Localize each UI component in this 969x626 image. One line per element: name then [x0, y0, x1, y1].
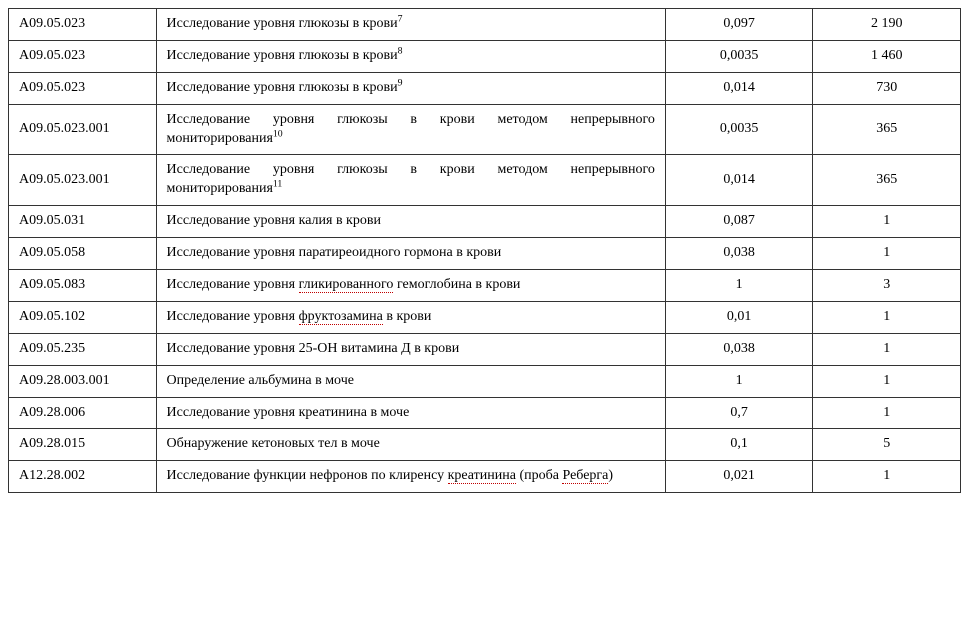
footnote-ref: 8: [398, 45, 403, 56]
table-row: A09.05.102Исследование уровня фруктозами…: [9, 301, 961, 333]
value2-cell: 5: [813, 429, 961, 461]
value2-cell: 1: [813, 333, 961, 365]
code-cell: A09.05.083: [9, 270, 157, 302]
value2-cell: 365: [813, 155, 961, 206]
footnote-ref: 9: [398, 77, 403, 88]
description-text: Исследование уровня: [167, 309, 299, 324]
value2-cell: 1 460: [813, 40, 961, 72]
value1-cell: 0,038: [665, 238, 813, 270]
medical-services-table: A09.05.023Исследование уровня глюкозы в …: [8, 8, 961, 493]
description-text: Исследование уровня паратиреоидного горм…: [167, 245, 502, 260]
table-row: A09.05.031 Исследование уровня калия в кр…: [9, 206, 961, 238]
description-text: Определение альбумина в моче: [167, 373, 354, 388]
value2-cell: 2 190: [813, 9, 961, 41]
value1-cell: 0,0035: [665, 40, 813, 72]
spell-underline: Реберга: [562, 468, 608, 484]
description-text: Исследование уровня глюкозы в крови мето…: [167, 112, 655, 146]
table-row: A09.05.023Исследование уровня глюкозы в …: [9, 72, 961, 104]
description-text: Исследование функции нефронов по клиренс…: [167, 468, 448, 483]
value1-cell: 0,0035: [665, 104, 813, 155]
value1-cell: 0,021: [665, 461, 813, 493]
value2-cell: 1: [813, 397, 961, 429]
code-cell: A09.28.015: [9, 429, 157, 461]
value1-cell: 0,01: [665, 301, 813, 333]
footnote-ref: 10: [273, 128, 283, 139]
table-row: A09.05.023Исследование уровня глюкозы в …: [9, 9, 961, 41]
table-body: A09.05.023Исследование уровня глюкозы в …: [9, 9, 961, 493]
spell-underline: фруктозамина: [299, 309, 383, 325]
description-text: Обнаружение кетоновых тел в моче: [167, 436, 380, 451]
table-row: A09.28.003.001 Определение альбумина в мо…: [9, 365, 961, 397]
value1-cell: 1: [665, 270, 813, 302]
code-cell: A09.28.006: [9, 397, 157, 429]
value1-cell: 1: [665, 365, 813, 397]
value1-cell: 0,7: [665, 397, 813, 429]
description-text: Исследование уровня глюкозы в крови: [167, 48, 398, 63]
code-cell: A09.05.031: [9, 206, 157, 238]
description-cell: Исследование уровня глюкозы в крови9: [156, 72, 665, 104]
code-cell: A09.05.023: [9, 9, 157, 41]
value1-cell: 0,014: [665, 72, 813, 104]
description-cell: Исследование уровня глюкозы в крови мето…: [156, 104, 665, 155]
description-cell: Исследование уровня глюкозы в крови мето…: [156, 155, 665, 206]
code-cell: A09.05.023.001: [9, 155, 157, 206]
table-row: A09.05.058 Исследование уровня паратиреои…: [9, 238, 961, 270]
description-text: гемоглобина в крови: [393, 277, 520, 292]
value1-cell: 0,038: [665, 333, 813, 365]
description-text: ): [608, 468, 613, 483]
description-text: Исследование уровня: [167, 277, 299, 292]
table-row: A12.28.002 Исследование функции нефронов …: [9, 461, 961, 493]
description-text: Исследование уровня 25-ОН витамина Д в к…: [167, 341, 460, 356]
footnote-ref: 7: [398, 13, 403, 24]
code-cell: A12.28.002: [9, 461, 157, 493]
value2-cell: 1: [813, 206, 961, 238]
description-cell: Обнаружение кетоновых тел в моче: [156, 429, 665, 461]
code-cell: A09.05.023: [9, 72, 157, 104]
code-cell: A09.05.235: [9, 333, 157, 365]
description-text: (проба: [516, 468, 563, 483]
description-cell: Определение альбумина в моче: [156, 365, 665, 397]
description-cell: Исследование уровня гликированного гемог…: [156, 270, 665, 302]
code-cell: A09.05.023: [9, 40, 157, 72]
value1-cell: 0,014: [665, 155, 813, 206]
table-row: A09.05.235 Исследование уровня 25-ОН вита…: [9, 333, 961, 365]
spell-underline: креатинина: [448, 468, 516, 484]
value1-cell: 0,097: [665, 9, 813, 41]
code-cell: A09.05.102: [9, 301, 157, 333]
description-cell: Исследование функции нефронов по клиренс…: [156, 461, 665, 493]
table-row: A09.05.023.001 Исследование уровня глюкоз…: [9, 155, 961, 206]
description-cell: Исследование уровня глюкозы в крови7: [156, 9, 665, 41]
value1-cell: 0,087: [665, 206, 813, 238]
description-cell: Исследование уровня паратиреоидного горм…: [156, 238, 665, 270]
value2-cell: 365: [813, 104, 961, 155]
value2-cell: 3: [813, 270, 961, 302]
description-cell: Исследование уровня креатинина в моче: [156, 397, 665, 429]
code-cell: A09.05.058: [9, 238, 157, 270]
description-text: Исследование уровня глюкозы в крови: [167, 80, 398, 95]
footnote-ref: 11: [273, 179, 282, 190]
value2-cell: 730: [813, 72, 961, 104]
description-text: Исследование уровня глюкозы в крови мето…: [167, 162, 655, 196]
description-text: Исследование уровня калия в крови: [167, 213, 381, 228]
value2-cell: 1: [813, 365, 961, 397]
table-row: A09.28.006 Исследование уровня креатинина…: [9, 397, 961, 429]
code-cell: A09.05.023.001: [9, 104, 157, 155]
value2-cell: 1: [813, 461, 961, 493]
description-cell: Исследование уровня 25-ОН витамина Д в к…: [156, 333, 665, 365]
description-cell: Исследование уровня фруктозамина в крови: [156, 301, 665, 333]
code-cell: A09.28.003.001: [9, 365, 157, 397]
description-cell: Исследование уровня глюкозы в крови8: [156, 40, 665, 72]
value2-cell: 1: [813, 238, 961, 270]
value2-cell: 1: [813, 301, 961, 333]
description-text: в крови: [383, 309, 432, 324]
table-row: A09.05.083Исследование уровня гликирован…: [9, 270, 961, 302]
table-row: A09.28.015 Обнаружение кетоновых тел в мо…: [9, 429, 961, 461]
table-row: A09.05.023Исследование уровня глюкозы в …: [9, 40, 961, 72]
value1-cell: 0,1: [665, 429, 813, 461]
spell-underline: гликированного: [299, 277, 394, 293]
description-text: Исследование уровня глюкозы в крови: [167, 16, 398, 31]
description-text: Исследование уровня креатинина в моче: [167, 405, 410, 420]
table-row: A09.05.023.001 Исследование уровня глюкоз…: [9, 104, 961, 155]
description-cell: Исследование уровня калия в крови: [156, 206, 665, 238]
